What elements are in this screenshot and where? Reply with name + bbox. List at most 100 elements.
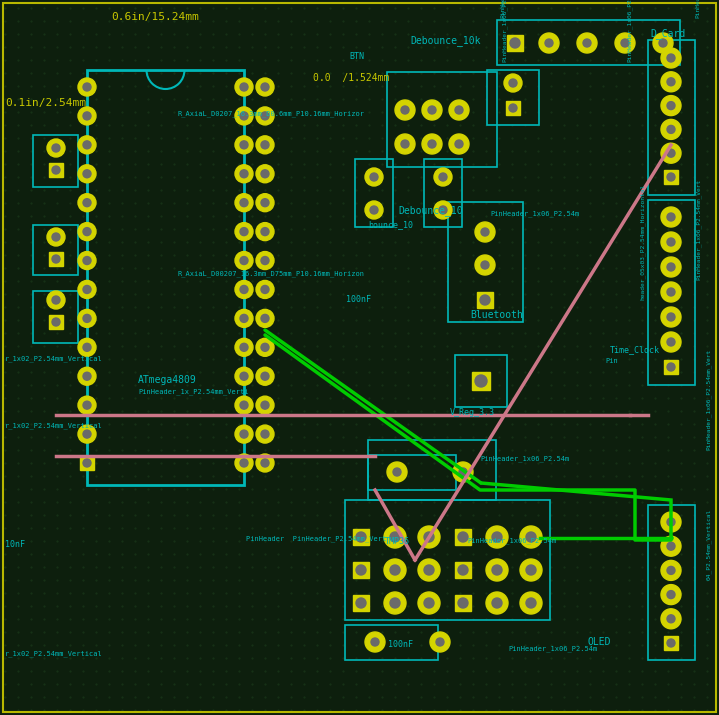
Circle shape — [256, 107, 274, 125]
Circle shape — [356, 565, 366, 575]
Text: Debounce_10: Debounce_10 — [398, 205, 462, 216]
Circle shape — [661, 536, 681, 556]
Bar — [455, 355, 507, 407]
Circle shape — [458, 532, 468, 542]
Text: PinHeader_1x06_P2.54mm_Horiz: PinHeader_1x06_P2.54mm_Horiz — [500, 0, 505, 18]
Circle shape — [428, 106, 436, 114]
Circle shape — [661, 307, 681, 327]
Circle shape — [667, 238, 675, 246]
Circle shape — [261, 401, 269, 409]
Circle shape — [384, 592, 406, 614]
Circle shape — [475, 255, 495, 275]
Circle shape — [235, 280, 253, 298]
Circle shape — [83, 430, 91, 438]
Circle shape — [78, 396, 96, 414]
Circle shape — [365, 168, 383, 186]
Circle shape — [370, 173, 378, 181]
Circle shape — [661, 282, 681, 302]
Circle shape — [509, 104, 517, 112]
Bar — [33, 291, 78, 343]
Text: r_1x02_P2.54mm_Vertical: r_1x02_P2.54mm_Vertical — [5, 355, 103, 362]
Bar — [507, 35, 523, 51]
Circle shape — [418, 559, 440, 581]
Bar — [353, 562, 369, 578]
Circle shape — [240, 227, 248, 236]
Circle shape — [661, 119, 681, 139]
Text: Pin: Pin — [605, 358, 618, 364]
Bar — [487, 70, 539, 125]
Circle shape — [47, 291, 65, 309]
Circle shape — [667, 639, 675, 647]
Circle shape — [667, 263, 675, 271]
Circle shape — [83, 315, 91, 322]
Circle shape — [661, 585, 681, 605]
Circle shape — [492, 565, 502, 575]
Circle shape — [667, 125, 675, 134]
Circle shape — [667, 518, 675, 526]
Circle shape — [430, 632, 450, 652]
Circle shape — [667, 363, 675, 371]
Circle shape — [459, 468, 467, 476]
Circle shape — [52, 166, 60, 174]
Text: PinHeader_1x06_P2.54m: PinHeader_1x06_P2.54m — [490, 210, 580, 217]
Circle shape — [455, 106, 463, 114]
Circle shape — [393, 468, 401, 476]
Bar — [648, 200, 695, 385]
Circle shape — [401, 140, 409, 148]
Circle shape — [78, 280, 96, 298]
Text: D_Card: D_Card — [650, 28, 685, 39]
Circle shape — [424, 565, 434, 575]
Circle shape — [261, 430, 269, 438]
Circle shape — [661, 332, 681, 352]
Circle shape — [439, 206, 447, 214]
Text: 10nF: 10nF — [5, 540, 25, 549]
Bar — [455, 562, 471, 578]
Text: PinHeader_1x06_P2.54mm_Vert: PinHeader_1x06_P2.54mm_Vert — [706, 349, 712, 450]
Text: PinHeader_1x06_P2.54mm_Horiz: PinHeader_1x06_P2.54mm_Horiz — [695, 0, 700, 18]
Circle shape — [395, 134, 415, 154]
Circle shape — [240, 401, 248, 409]
Bar — [368, 440, 496, 500]
Circle shape — [78, 252, 96, 270]
Circle shape — [256, 396, 274, 414]
Circle shape — [261, 112, 269, 120]
Circle shape — [510, 38, 520, 48]
Text: ATmega4809: ATmega4809 — [138, 375, 197, 385]
Circle shape — [78, 78, 96, 96]
Circle shape — [256, 222, 274, 241]
Circle shape — [486, 592, 508, 614]
Circle shape — [667, 149, 675, 157]
Circle shape — [240, 430, 248, 438]
Text: r_1x02_P2.54mm_Vertical: r_1x02_P2.54mm_Vertical — [5, 422, 103, 428]
Circle shape — [661, 72, 681, 92]
Circle shape — [256, 252, 274, 270]
Circle shape — [539, 33, 559, 53]
Circle shape — [667, 288, 675, 296]
Circle shape — [256, 78, 274, 96]
Bar — [664, 636, 678, 650]
Circle shape — [240, 169, 248, 178]
Circle shape — [240, 373, 248, 380]
Circle shape — [83, 373, 91, 380]
Circle shape — [520, 526, 542, 548]
Circle shape — [261, 285, 269, 293]
Circle shape — [83, 141, 91, 149]
Circle shape — [621, 39, 629, 47]
Circle shape — [486, 526, 508, 548]
Circle shape — [83, 343, 91, 351]
Circle shape — [390, 598, 400, 608]
Circle shape — [481, 261, 489, 269]
Circle shape — [481, 228, 489, 236]
Circle shape — [492, 532, 502, 542]
Bar — [353, 595, 369, 611]
Circle shape — [428, 140, 436, 148]
Circle shape — [356, 598, 366, 608]
Circle shape — [661, 608, 681, 628]
Circle shape — [384, 559, 406, 581]
Circle shape — [449, 134, 469, 154]
Circle shape — [240, 199, 248, 207]
Circle shape — [256, 164, 274, 183]
Bar — [664, 360, 678, 374]
Bar — [49, 163, 63, 177]
Text: PinHeader_1x06_P2.54mm_Horiz: PinHeader_1x06_P2.54mm_Horiz — [502, 0, 508, 62]
